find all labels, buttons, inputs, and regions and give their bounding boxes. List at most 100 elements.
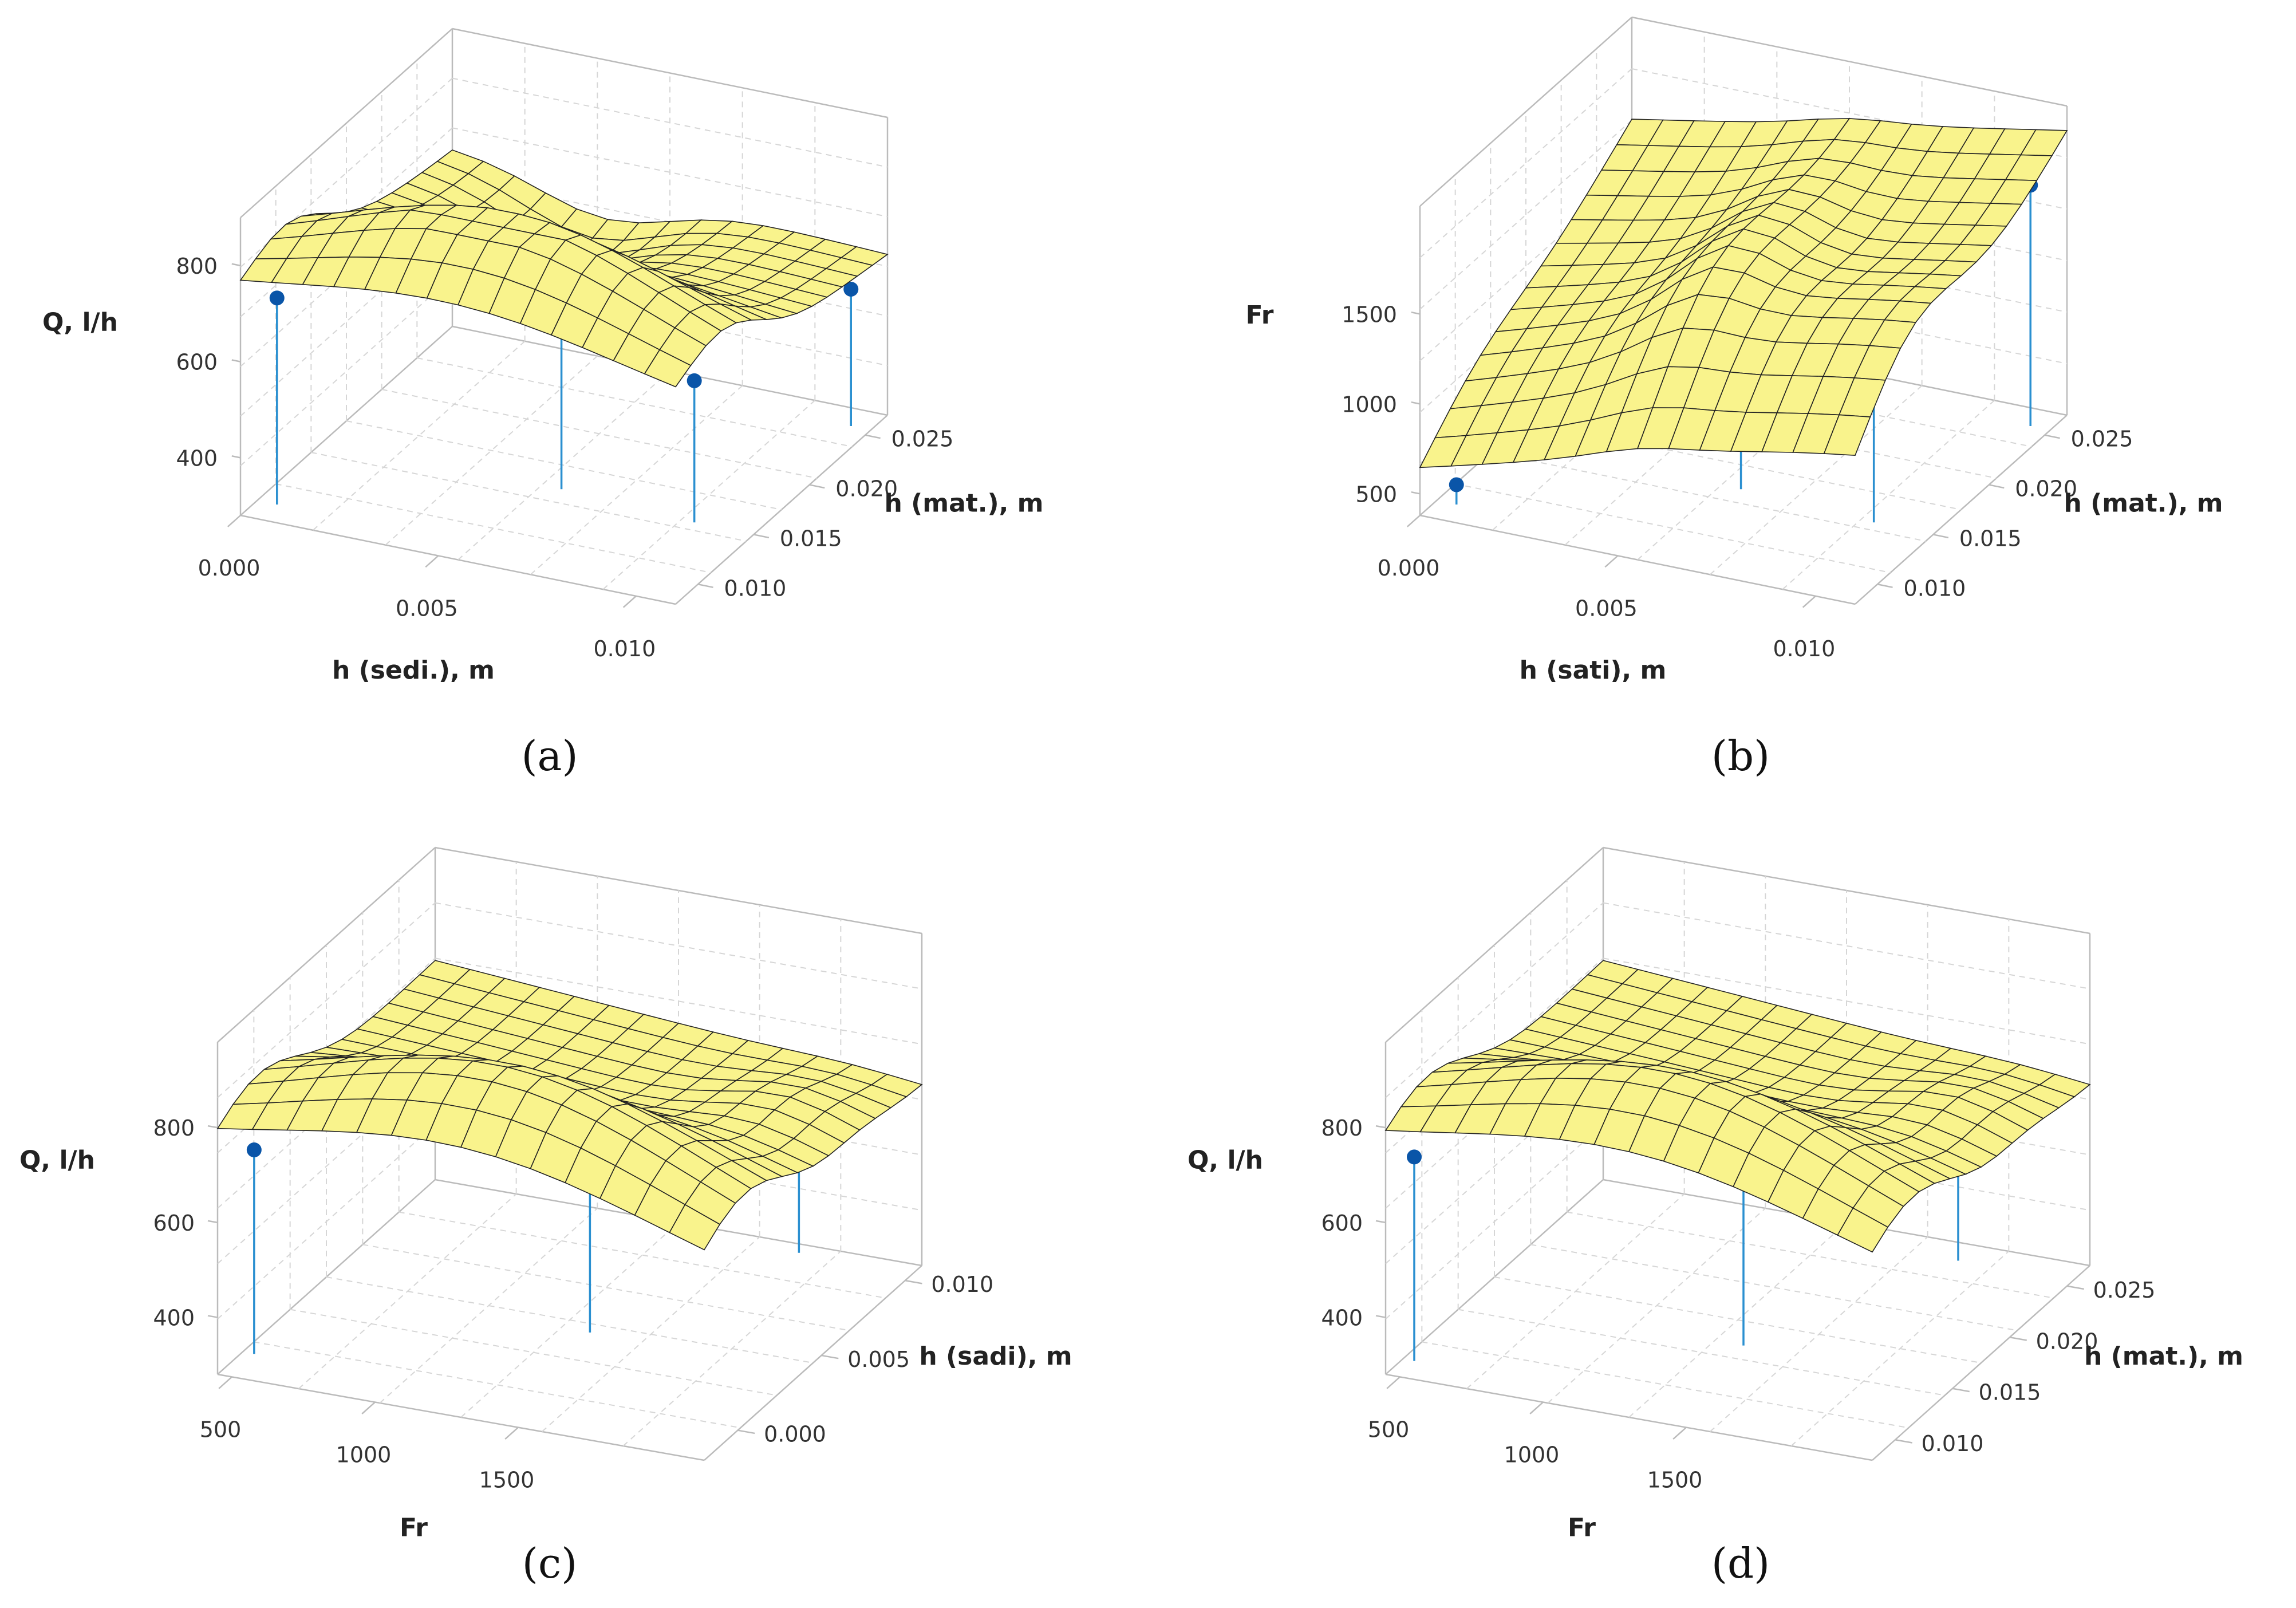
chart-b: 0.000 0.005 0.010 0.010 0.015 0.020 0.025 500 10…: [1246, 16, 2223, 780]
grid-line: [1466, 1193, 1685, 1389]
z-tick-label: 400: [176, 446, 218, 471]
grid-line: [1631, 68, 2068, 158]
surface-mesh: [239, 149, 889, 388]
grid-line: [602, 400, 815, 590]
x-tick-label: 0.010: [1773, 636, 1836, 661]
y-tick: [1933, 534, 1949, 539]
z-tick-label: 400: [1321, 1306, 1363, 1331]
grid-line: [1547, 1208, 1766, 1404]
x-tick-label: 0.000: [198, 555, 261, 581]
y-tick: [2044, 434, 2060, 439]
grid-line: [1422, 1341, 1909, 1429]
x-tick: [1529, 1401, 1544, 1414]
surface-patch: [1823, 414, 1871, 456]
grid-line: [435, 902, 922, 990]
grid-line: [541, 1236, 760, 1432]
z-tick-label: 800: [1321, 1116, 1363, 1141]
x-tick-label: 1500: [1647, 1468, 1703, 1493]
x-tick: [1672, 1426, 1687, 1440]
z-tick: [1411, 401, 1421, 405]
chart-d: 500 1000 1500 0.010 0.015 0.020 0.025 400 600 800…: [1188, 846, 2243, 1587]
z-tick-label: 600: [153, 1211, 195, 1236]
y-axis-label: h (mat.), m: [2064, 489, 2223, 518]
grid-line: [217, 902, 436, 1098]
y-tick-label: 0.010: [1922, 1431, 1984, 1456]
y-tick: [697, 584, 713, 588]
y-tick-label: 0.010: [724, 576, 787, 601]
y-tick: [1877, 584, 1893, 588]
grid-line: [399, 1211, 886, 1299]
z-tick: [207, 1315, 218, 1318]
y-tick-label: 0.020: [2036, 1329, 2098, 1354]
y-axis-label: h (sadi), m: [919, 1342, 1072, 1371]
grid-line: [622, 1251, 842, 1447]
y-tick-label: 0.015: [1979, 1380, 2041, 1405]
y-tick: [905, 1279, 922, 1284]
panel-label: (b): [1711, 732, 1770, 780]
tick-labels: 500 1000 1500 0.010 0.015 0.020 0.025 400 600 800: [1321, 1116, 2155, 1493]
y-tick-label: 0.025: [2071, 427, 2133, 452]
z-axis-label: Q, l/h: [42, 308, 118, 337]
x-tick: [425, 555, 439, 568]
y-tick: [821, 1354, 839, 1359]
x-tick: [1406, 515, 1421, 527]
x-tick: [218, 1376, 232, 1389]
grid-line: [1567, 1211, 2054, 1299]
frame-edge: [1872, 1265, 2090, 1461]
z-tick: [1411, 491, 1421, 495]
tick-labels: 0.000 0.005 0.010 0.010 0.015 0.020 0.025 500 10…: [1342, 302, 2133, 661]
data-point: [1449, 477, 1464, 492]
tick-labels: 500 1000 1500 0.000 0.005 0.010 400 600 800: [153, 1116, 993, 1493]
z-tick-label: 1000: [1342, 392, 1397, 417]
x-tick: [227, 515, 241, 527]
x-tick: [361, 1401, 376, 1414]
y-tick-label: 0.005: [847, 1347, 910, 1372]
grid-line: [298, 1193, 517, 1389]
x-tick-label: 1000: [336, 1443, 392, 1468]
data-point: [687, 373, 702, 388]
data-point: [843, 281, 859, 297]
z-tick-label: 600: [176, 350, 218, 375]
z-axis-label: Q, l/h: [19, 1145, 95, 1175]
y-tick-label: 0.015: [1959, 526, 2022, 551]
x-tick-label: 0.005: [396, 596, 458, 621]
y-tick-label: 0.000: [764, 1422, 826, 1447]
grid-line: [379, 1208, 598, 1404]
y-tick: [2066, 1285, 2084, 1290]
z-tick: [1411, 312, 1421, 315]
grid-line: [417, 357, 853, 447]
z-tick-label: 800: [176, 254, 218, 279]
grid-line: [1709, 1236, 1928, 1432]
z-axis-label: Q, l/h: [1188, 1145, 1263, 1175]
x-axis-label: h (sati), m: [1520, 656, 1667, 685]
z-tick: [207, 1125, 218, 1129]
y-axis-label: h (mat.), m: [2084, 1342, 2243, 1371]
surface-mesh: [1384, 960, 2091, 1253]
y-tick-label: 0.010: [931, 1272, 993, 1297]
grid-line: [1530, 1244, 2018, 1331]
grid-line: [1790, 1251, 2010, 1447]
y-tick: [865, 434, 881, 439]
x-tick: [1802, 595, 1816, 608]
tick-labels: 0.000 0.005 0.010 0.010 0.015 0.020 0.025 400 60…: [176, 254, 953, 661]
z-tick: [1375, 1220, 1386, 1224]
z-tick: [231, 455, 241, 459]
y-tick-label: 0.010: [1904, 576, 1966, 601]
x-tick-label: 0.010: [594, 636, 656, 661]
y-tick: [2009, 1337, 2027, 1341]
x-tick-label: 1000: [1504, 1443, 1560, 1468]
grid-line: [362, 1244, 850, 1331]
z-tick: [1375, 1315, 1386, 1318]
y-tick-label: 0.025: [891, 427, 954, 452]
x-tick-label: 0.000: [1378, 555, 1440, 581]
x-tick-label: 500: [200, 1417, 242, 1442]
data-point: [246, 1142, 262, 1158]
x-axis-label: h (sedi.), m: [332, 656, 495, 685]
x-tick: [1604, 555, 1619, 568]
z-axis-label: Fr: [1246, 301, 1274, 330]
z-tick-label: 800: [153, 1116, 195, 1141]
panel-label: (d): [1711, 1539, 1770, 1587]
z-tick: [207, 1220, 218, 1224]
